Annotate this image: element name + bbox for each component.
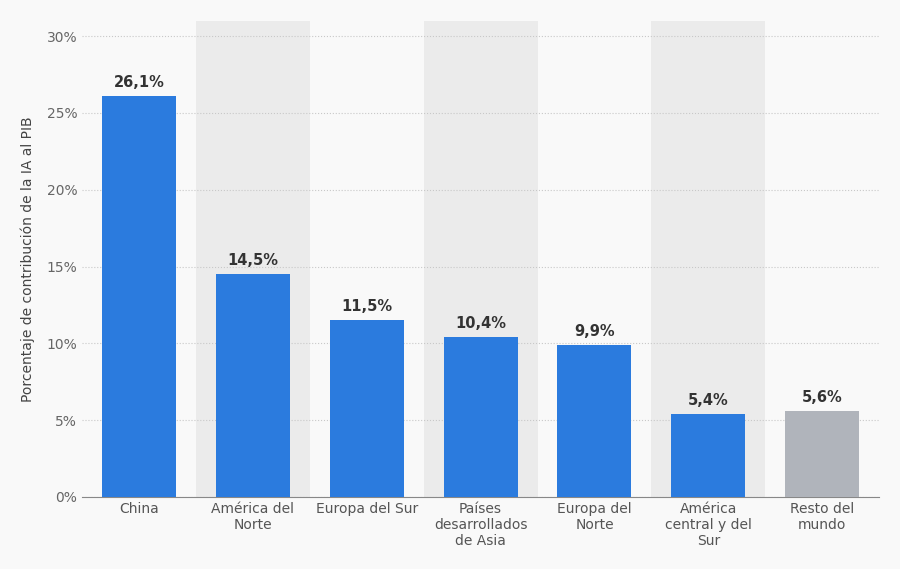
- Y-axis label: Porcentaje de contribución de la IA al PIB: Porcentaje de contribución de la IA al P…: [21, 116, 35, 402]
- Text: 14,5%: 14,5%: [228, 253, 278, 268]
- Bar: [671, 414, 745, 497]
- Bar: [424, 21, 537, 497]
- Bar: [216, 274, 290, 497]
- Bar: [196, 21, 310, 497]
- Text: 5,4%: 5,4%: [688, 393, 729, 408]
- Bar: [444, 337, 518, 497]
- Bar: [785, 411, 859, 497]
- Text: 11,5%: 11,5%: [341, 299, 392, 314]
- Bar: [102, 96, 176, 497]
- Bar: [557, 345, 632, 497]
- Text: 26,1%: 26,1%: [113, 75, 165, 90]
- Text: 5,6%: 5,6%: [802, 390, 842, 405]
- Text: 9,9%: 9,9%: [574, 324, 615, 339]
- Bar: [329, 320, 404, 497]
- Bar: [652, 21, 765, 497]
- Text: 10,4%: 10,4%: [455, 316, 506, 331]
